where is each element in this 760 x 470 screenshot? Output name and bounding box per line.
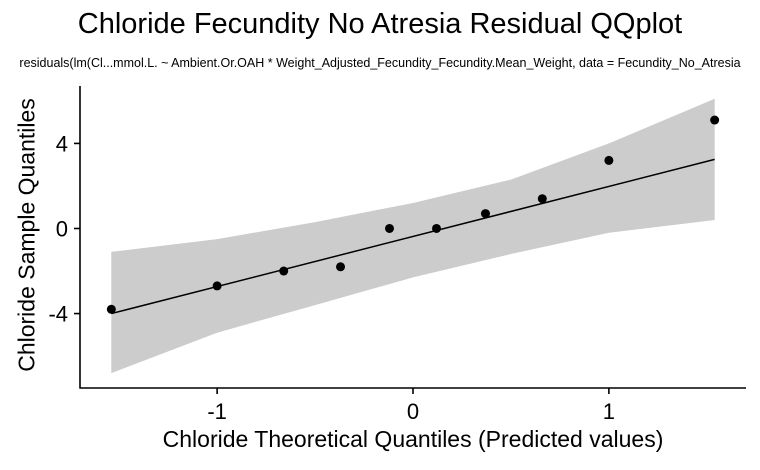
axes-layer: -4 0 4 -1 0 1 — [48, 86, 746, 424]
qq-point — [432, 223, 442, 233]
qq-point — [106, 304, 116, 314]
qq-point — [212, 281, 222, 291]
x-axis-label: Chloride Theoretical Quantiles (Predicte… — [162, 426, 664, 452]
chart-title: Chloride Fecundity No Atresia Residual Q… — [77, 8, 683, 40]
qq-point — [336, 262, 346, 272]
reference-line-layer — [111, 158, 715, 315]
qq-point — [480, 209, 490, 219]
x-tick-label: 0 — [407, 399, 419, 424]
points-layer — [106, 115, 720, 314]
x-tick-label: 1 — [603, 399, 615, 424]
y-tick-label: -4 — [48, 302, 68, 327]
qq-point — [279, 266, 289, 276]
qq-point — [604, 155, 614, 165]
y-axis-label: Chloride Sample Quantiles — [13, 98, 40, 372]
x-tick-label: -1 — [207, 399, 227, 424]
qq-point — [710, 115, 720, 125]
y-tick-label: 0 — [56, 216, 68, 241]
y-tick-label: 4 — [56, 131, 68, 156]
qq-point — [384, 223, 394, 233]
qq-point — [537, 194, 547, 204]
reference-line — [111, 158, 715, 315]
chart-subtitle: residuals(lm(Cl...mmol.L. ~ Ambient.Or.O… — [19, 56, 741, 70]
